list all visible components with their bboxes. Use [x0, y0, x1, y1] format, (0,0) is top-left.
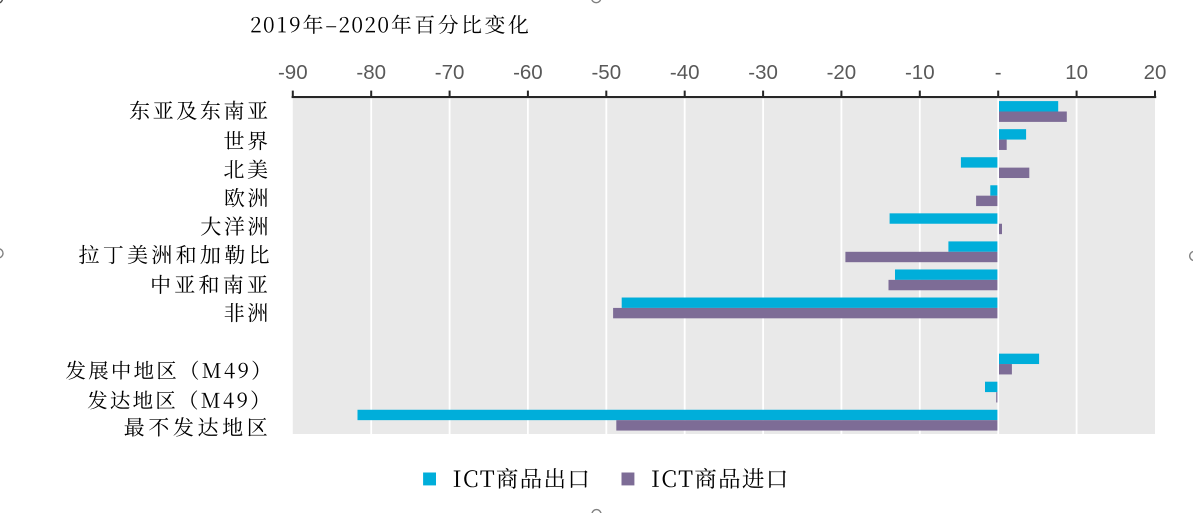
- svg-text:-40: -40: [670, 61, 700, 84]
- svg-text:-60: -60: [513, 61, 543, 84]
- svg-text:-80: -80: [356, 61, 386, 84]
- svg-text:-: -: [995, 61, 1002, 84]
- svg-text:20: 20: [1144, 61, 1167, 84]
- svg-text:-90: -90: [278, 61, 308, 84]
- svg-text:-70: -70: [435, 61, 465, 84]
- svg-text:-10: -10: [905, 61, 935, 84]
- svg-text:-30: -30: [748, 61, 778, 84]
- svg-text:-20: -20: [827, 61, 857, 84]
- svg-text:-50: -50: [591, 61, 621, 84]
- svg-text:10: 10: [1065, 61, 1088, 84]
